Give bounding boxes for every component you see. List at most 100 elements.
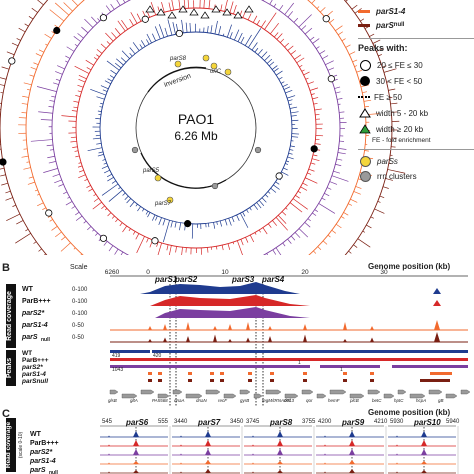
track-parsnull-range: 0-50: [72, 335, 85, 341]
track-parb-name: ParB+++: [22, 298, 51, 305]
ring-2: [51, 0, 341, 255]
c-tick: 3755: [302, 419, 316, 425]
gene-label: qor: [306, 398, 313, 403]
gene-label-row: glsB gltA PA5568 dnaA dnaN recF gyrB fegM/tRNA0…: [0, 398, 474, 408]
peak-num-1a: 1: [298, 360, 301, 366]
oric-label: oriC: [210, 69, 222, 75]
gene-label: gB: [438, 398, 444, 403]
open-circle-icon: [360, 59, 371, 71]
dotted-line-icon: [358, 96, 370, 98]
legend-fe-note: FE - fold enrichment: [372, 137, 431, 144]
ring-1: [25, 0, 367, 255]
gene-label: gyrB: [240, 398, 250, 403]
pars-label-7: parS7: [154, 201, 172, 207]
pars-label-8: parS8: [169, 56, 187, 62]
filled-circle-icon: [360, 76, 370, 86]
c-group-name: parS6: [125, 418, 149, 427]
tick-0: 0: [146, 269, 150, 276]
legend-pars-key: parSs: [358, 154, 474, 169]
center-subtitle: 6.26 Mb: [174, 129, 218, 143]
c-tick: 3440: [174, 419, 188, 425]
pars4-marker: parS4: [261, 275, 285, 284]
gene-label: hcpA: [416, 398, 427, 403]
panel-a-legend: parS1-4 parS null Peaks with: 20 ≤ FE ≤ 3…: [358, 4, 474, 184]
track-pars14-name: parS1-4: [21, 322, 48, 329]
peak-num-1b: 1: [340, 367, 343, 373]
legend-peak-open-circle: 20 ≤ FE ≤ 30: [358, 57, 474, 73]
pars2-coverage: [110, 307, 468, 318]
pars-circle-icon: [360, 156, 371, 167]
c-group-name: parS8: [269, 418, 293, 427]
legend-rrn-key: rrn clusters: [358, 169, 474, 184]
panel-c-letter: C: [2, 408, 10, 420]
peak-num-420: 420: [153, 353, 162, 359]
peak-num-419: 419: [112, 353, 121, 359]
panel-c-genome-position: Genome position (kb): [368, 408, 451, 417]
gene-label: betC: [372, 398, 382, 403]
track-parsnull-name: parS: [21, 334, 38, 341]
c-track-pars14: parS1-4: [29, 458, 56, 465]
c-track-parsnull: parS: [29, 467, 46, 474]
svg-text:parS1-4: parS1-4: [21, 371, 46, 378]
c-tick: 5930: [390, 419, 404, 425]
panel-c-tracks: Read coverage (scale 0-10) WT ParB+++ pa…: [5, 418, 460, 474]
tick-20: 20: [301, 269, 309, 276]
panel-b-genome-position: Genome position (kb): [368, 262, 451, 271]
c-tick: 3745: [246, 419, 260, 425]
peaks-label: Peaks: [6, 358, 13, 378]
ring-0: [0, 0, 393, 255]
rrn-circle-icon: [360, 171, 371, 182]
legend-swatch-orange: [358, 9, 370, 13]
gene-label: hptC: [394, 398, 404, 403]
gene-label: plcB: [350, 398, 359, 403]
ring-3: [75, 7, 317, 249]
c-track-parb: ParB+++: [30, 440, 59, 447]
legend-peak-dashes: FE ≥ 50: [358, 89, 474, 105]
center-title: PAO1: [178, 111, 215, 127]
ring-4: [99, 31, 293, 225]
c-group-name: parS7: [197, 418, 221, 427]
c-tick: 545: [102, 419, 113, 425]
green-triangle-icon: [359, 124, 371, 134]
gene-label: dnaA: [174, 398, 185, 403]
c-group-name: parS10: [413, 418, 441, 427]
c-group-parS9: 4200 4210 parS9: [316, 418, 388, 474]
tick-6260: 6260: [105, 269, 120, 276]
c-group-parS7: 3440 3450 parS7: [172, 418, 244, 474]
open-triangle-icon: [359, 108, 371, 118]
legend-peaks-title: Peaks with:: [358, 43, 408, 53]
legend-peak-filled-circle: 30 < FE < 50: [358, 73, 474, 89]
gene-label: dnaN: [196, 398, 207, 403]
gene-label: fegM/tRNA0013: [262, 398, 295, 403]
legend-track-parsnull: parS null: [358, 18, 474, 32]
gene-label: glsB: [108, 398, 117, 403]
pars3-marker: parS3: [231, 275, 255, 284]
svg-text:WT: WT: [22, 350, 32, 357]
c-group-parS10: 5930 5940 parS10: [388, 418, 460, 474]
track-wt-range: 0-100: [72, 287, 88, 293]
c-tick: 555: [158, 419, 169, 425]
legend-swatch-brown: [358, 23, 370, 27]
c-track-parsnull-suffix: null: [49, 470, 58, 474]
legend-peak-green-triangle: width ≥ 20 kb: [358, 121, 474, 137]
gene-label: hemF: [328, 398, 340, 403]
c-track-pars2: parS2*: [29, 449, 52, 456]
track-pars2-name: parS2*: [21, 310, 44, 317]
tick-10: 10: [221, 269, 229, 276]
track-wt-name: WT: [22, 286, 34, 293]
gene-label: def: [284, 398, 291, 403]
track-parb-range: 0-100: [72, 299, 88, 305]
tick-30: 30: [380, 269, 388, 276]
pars2-marker: parS2: [174, 275, 198, 284]
c-read-coverage-label: Read coverage: [5, 421, 12, 468]
panel-b-letter: B: [2, 262, 10, 274]
c-tick: 4210: [374, 419, 388, 425]
c-track-wt: WT: [30, 431, 42, 438]
gene-label: gltA: [130, 398, 138, 403]
c-group-name: parS9: [341, 418, 365, 427]
read-coverage-label: Read coverage: [6, 291, 13, 341]
panel-a-circos: PAO1 6.26 Mb inversion oriC parS7 parS5 …: [0, 0, 406, 255]
c-read-coverage-sub: (scale 0-10): [18, 431, 24, 458]
track-pars2-range: 0-100: [72, 311, 88, 317]
gene-label: PA5568: [152, 398, 168, 403]
